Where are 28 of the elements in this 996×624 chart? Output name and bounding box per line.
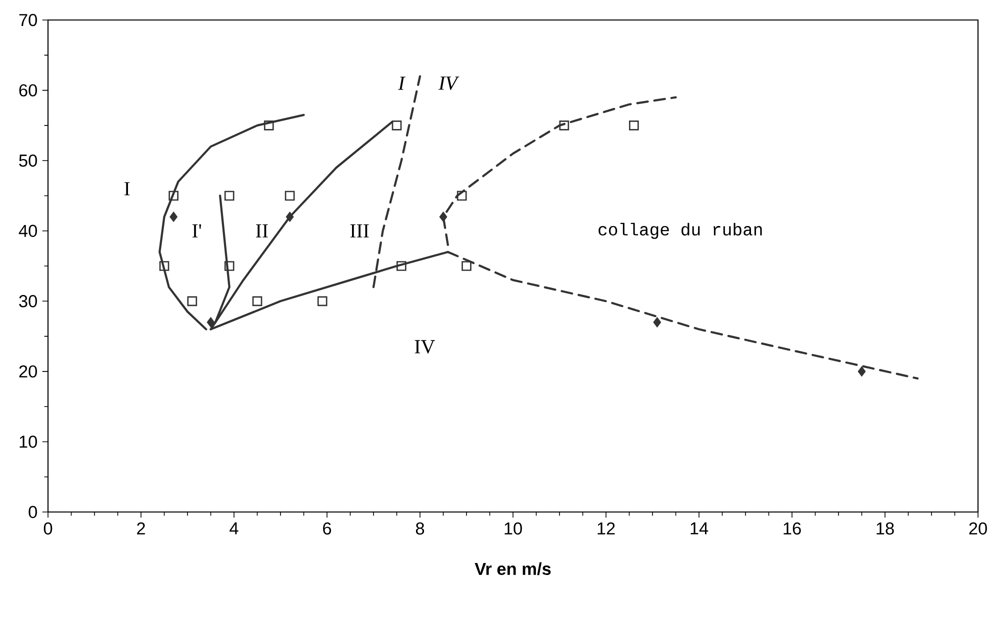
x-tick-label: 18 (876, 522, 894, 535)
y-tick-label: 20 (19, 365, 37, 378)
x-tick-label: 0 (44, 522, 52, 535)
x-tick-label: 12 (598, 522, 615, 534)
annotation: I (124, 182, 130, 196)
annotation: IV (438, 76, 460, 90)
x-tick-label: 16 (784, 522, 801, 535)
x-tick-label: 6 (323, 522, 332, 535)
x-tick-label: 14 (690, 522, 708, 534)
y-tick-label: 10 (20, 436, 37, 448)
y-tick-label: 70 (19, 14, 37, 26)
annotation: II (256, 224, 268, 238)
annotation: III (350, 224, 369, 238)
x-tick-label: 4 (230, 522, 238, 534)
y-tick-label: 40 (18, 224, 37, 237)
annotation: collage du ruban (598, 222, 762, 239)
x-axis-title: Vr en m/s (474, 562, 551, 576)
y-tick-label: 30 (19, 295, 37, 308)
annotation: IV (414, 340, 435, 354)
annotation: I' (192, 224, 202, 238)
x-tick-label: 2 (137, 522, 145, 534)
annotation: I (398, 76, 406, 90)
x-tick-label: 10 (504, 522, 522, 535)
x-tick-label: 8 (416, 522, 424, 535)
y-tick-label: 50 (19, 154, 37, 167)
y-tick-label: 0 (28, 506, 37, 518)
x-tick-label: 20 (969, 522, 987, 535)
y-tick-label: 60 (19, 84, 37, 96)
